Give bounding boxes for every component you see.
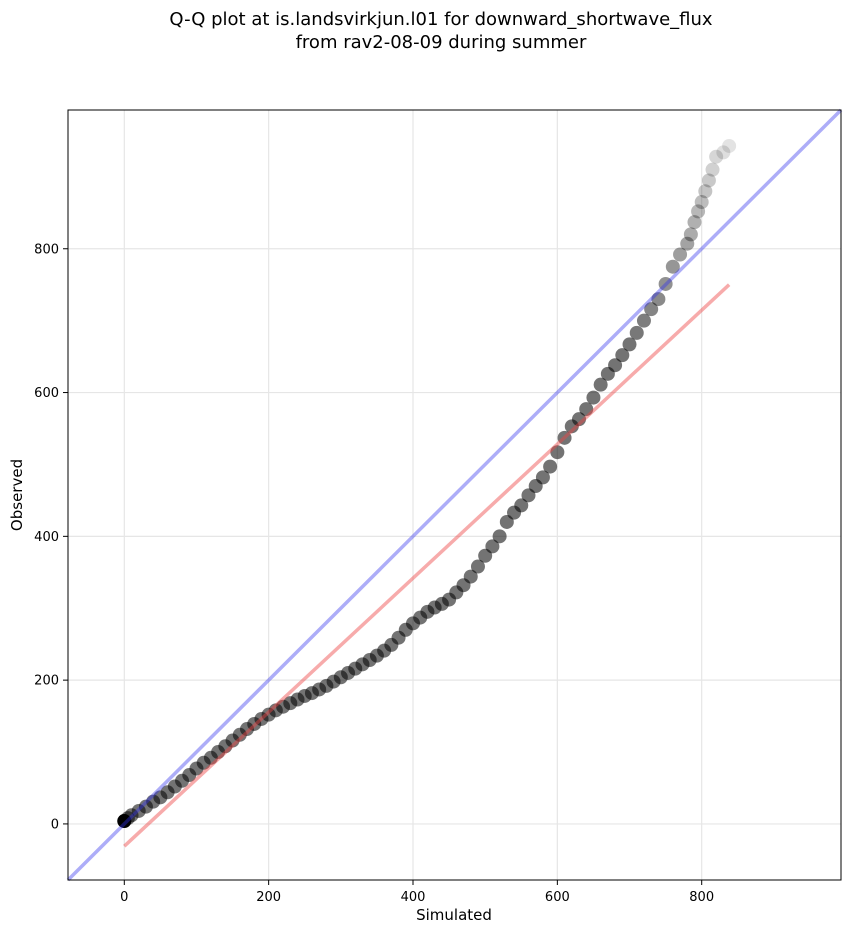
quantile-point [579,402,594,417]
reference-lines [66,108,843,882]
quantile-points [117,138,737,829]
quantile-point [485,539,500,554]
y-tick-label: 600 [34,386,59,401]
quantile-point [470,559,485,574]
y-axis-label: Observed [8,459,26,531]
y-tick-label: 800 [34,242,59,257]
quantile-point [680,236,695,251]
quantile-point [492,529,507,544]
quantile-point [550,445,565,460]
quantile-point [709,149,724,164]
quantile-point [665,259,680,274]
quantile-point [673,247,688,262]
quantile-point [557,430,572,445]
plot-frame [67,109,842,881]
x-tick-label: 200 [256,890,281,905]
quantile-point [608,358,623,373]
quantile-point [698,184,713,199]
quantile-point [514,498,529,513]
quantile-point [691,204,706,219]
y-tick-label: 200 [34,674,59,689]
quantile-point [636,313,651,328]
quantile-point [658,276,673,291]
x-tick-label: 0 [120,890,128,905]
quantile-point [615,348,630,363]
quantile-point [593,377,608,392]
plot-area [68,110,841,880]
quantile-point [687,215,702,230]
x-tick-label: 800 [689,890,714,905]
x-tick-label: 400 [401,890,426,905]
quantile-point [117,814,132,829]
x-axis-label: Simulated [416,906,492,924]
y-tick-label: 400 [34,530,59,545]
y-axis-ticks: 0 200 400 600 800 [34,242,68,832]
quantile-point [722,138,737,153]
quantile-point [705,162,720,177]
quantile-point [629,325,644,340]
grid [68,110,841,880]
quantile-point [683,227,698,242]
x-axis-ticks: 0 200 400 600 800 [120,880,714,905]
chart-title-line1: Q-Q plot at is.landsvirkjun.l01 for down… [169,9,713,30]
quantile-point [572,412,587,427]
y-tick-label: 0 [51,817,59,832]
quantile-point [463,569,478,584]
chart-title-line2: from rav2-08-09 during summer [296,32,587,53]
quantile-point [543,459,558,474]
quantile-point [694,195,709,210]
quantile-point [701,173,716,188]
quantile-point [535,470,550,485]
identity-line [66,108,843,882]
quantile-point [644,302,659,317]
x-tick-label: 600 [545,890,570,905]
quantile-point [622,337,637,352]
fit-line [123,283,731,848]
quantile-point [651,292,666,307]
quantile-point [586,390,601,405]
quantile-point [716,145,731,160]
